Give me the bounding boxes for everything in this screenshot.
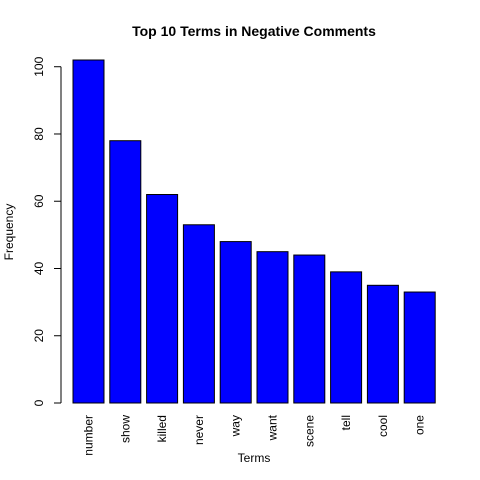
y-tick-label: 100 (32, 56, 46, 76)
y-tick-label: 80 (32, 127, 46, 141)
y-axis-label: Frequency (2, 204, 16, 261)
x-tick-label-tell: tell (339, 415, 353, 430)
bar-way (220, 242, 251, 403)
bar-scene (294, 255, 325, 403)
y-tick-label: 20 (32, 329, 46, 343)
x-tick-label-cool: cool (376, 415, 390, 437)
y-tick-label: 0 (32, 399, 46, 406)
y-tick-label: 60 (32, 194, 46, 208)
x-tick-label-one: one (413, 415, 427, 435)
x-tick-label-never: never (192, 415, 206, 445)
y-tick-label: 40 (32, 261, 46, 275)
x-tick-label-want: want (266, 414, 280, 441)
bar-number (73, 60, 104, 403)
x-tick-label-show: show (118, 415, 132, 443)
bar-show (110, 141, 141, 403)
x-tick-label-number: number (82, 415, 96, 456)
bar-one (404, 292, 435, 403)
chart-title: Top 10 Terms in Negative Comments (132, 23, 376, 39)
bar-never (183, 225, 214, 403)
x-tick-label-killed: killed (155, 415, 169, 442)
x-axis-label: Terms (238, 451, 271, 465)
bar-want (257, 252, 288, 403)
bar-tell (331, 272, 362, 403)
plot-area: 0 20 40 60 80 100 number show killed never way want… (32, 56, 435, 455)
x-tick-label-scene: scene (302, 415, 316, 447)
bar-cool (367, 285, 398, 403)
x-tick-label-way: way (229, 415, 243, 437)
bar-killed (147, 195, 178, 403)
